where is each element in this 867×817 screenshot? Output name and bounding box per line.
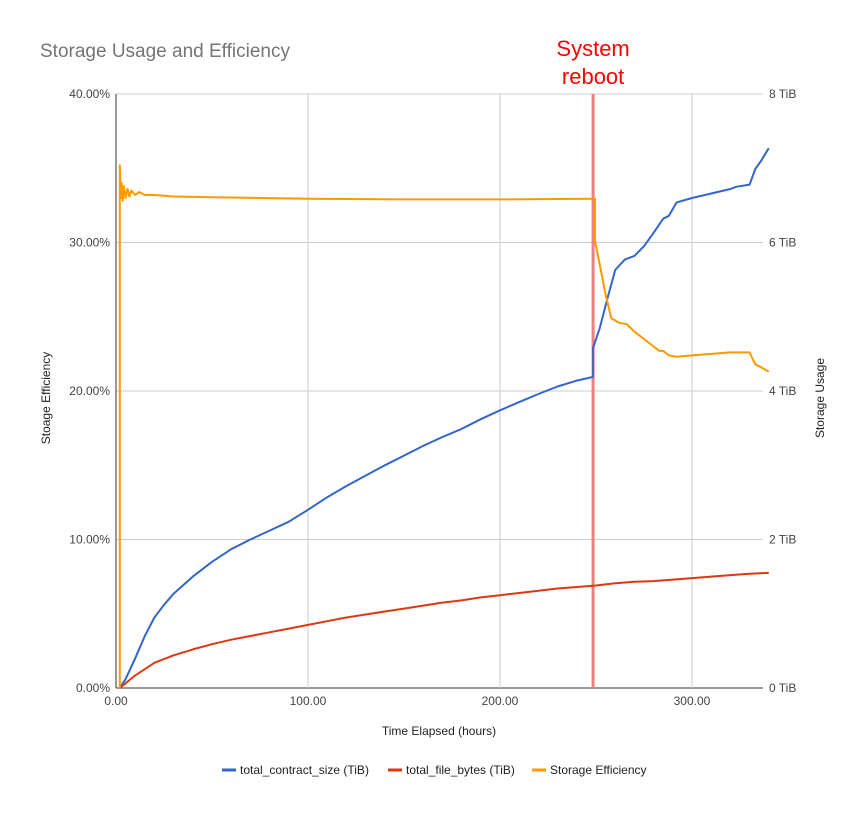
left-tick-label: 10.00% [69, 533, 110, 547]
right-axis-ticks: 0 TiB 2 TiB 4 TiB 6 TiB 8 TiB [769, 87, 796, 695]
left-tick-label: 20.00% [69, 384, 110, 398]
legend: total_contract_size (TiB) total_file_byte… [222, 763, 647, 777]
series-line-1 [119, 571, 769, 689]
right-tick-label: 4 TiB [769, 384, 796, 398]
x-tick-label: 300.00 [674, 694, 711, 708]
left-tick-label: 40.00% [69, 87, 110, 101]
legend-label-0: total_contract_size (TiB) [240, 763, 369, 777]
legend-label-1: total_file_bytes (TiB) [406, 763, 515, 777]
left-axis-title: Stoage Efficiency [39, 352, 53, 445]
right-tick-label: 0 TiB [769, 681, 796, 695]
series-line-2 [118, 164, 770, 688]
reboot-label-line-2: reboot [562, 64, 624, 89]
x-tick-label: 100.00 [290, 694, 327, 708]
series-line-0 [118, 147, 770, 689]
left-tick-label: 0.00% [76, 681, 110, 695]
series-lines [118, 147, 770, 689]
x-axis-ticks: 0.00 100.00 200.00 300.00 [104, 694, 710, 708]
gridlines [116, 93, 763, 689]
reboot-label-line-1: System [556, 36, 629, 61]
x-tick-label: 0.00 [104, 694, 128, 708]
reboot-annotation: System reboot [556, 36, 630, 688]
right-tick-label: 8 TiB [769, 87, 796, 101]
legend-label-2: Storage Efficiency [550, 763, 647, 777]
right-tick-label: 2 TiB [769, 533, 796, 547]
vertical-gridlines [307, 94, 693, 688]
right-tick-label: 6 TiB [769, 236, 796, 250]
x-axis-title: Time Elapsed (hours) [382, 724, 496, 738]
chart-title: Storage Usage and Efficiency [40, 41, 290, 62]
x-tick-label: 200.00 [482, 694, 519, 708]
right-axis-title: Storage Usage [813, 358, 827, 438]
left-axis-ticks: 0.00% 10.00% 20.00% 30.00% 40.00% [69, 87, 110, 695]
left-tick-label: 30.00% [69, 236, 110, 250]
